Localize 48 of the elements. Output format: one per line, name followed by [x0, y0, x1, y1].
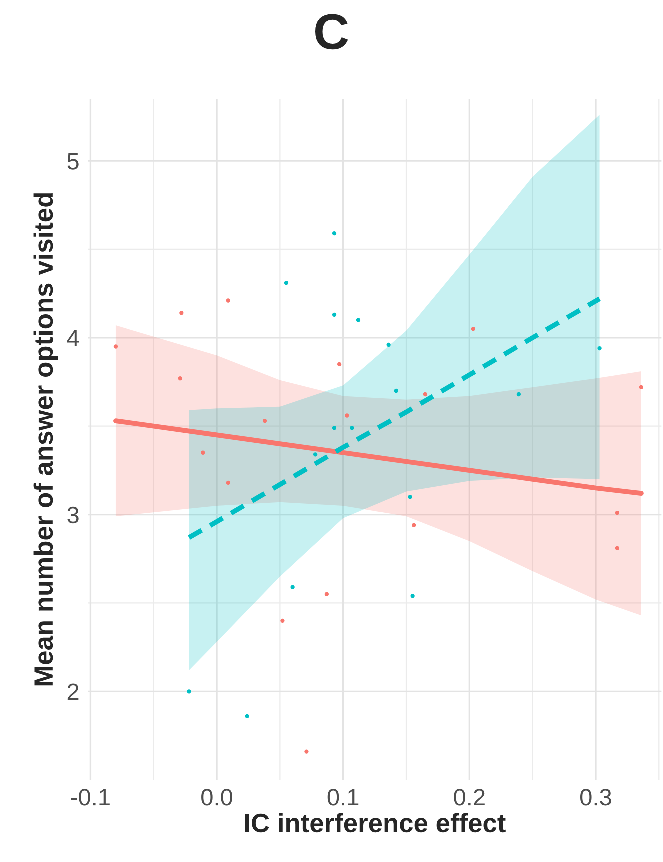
x-tick-label: 0.3 — [580, 789, 612, 806]
chart-title: C — [316, 14, 348, 50]
point — [332, 312, 337, 318]
point — [615, 510, 620, 516]
point — [516, 392, 522, 397]
point — [639, 385, 644, 390]
point — [284, 281, 289, 286]
point — [410, 594, 415, 598]
point — [423, 392, 428, 397]
y-axis-title: Mean number of answer options visited — [34, 194, 58, 686]
point — [180, 311, 184, 316]
y-tick-label: 3 — [68, 506, 79, 524]
point — [245, 714, 250, 719]
point — [471, 326, 476, 332]
point — [345, 414, 350, 418]
x-tick-label: -0.1 — [71, 789, 110, 806]
x-tick-label: 0.2 — [454, 789, 485, 806]
point — [226, 480, 230, 486]
y-tick-label: 4 — [67, 330, 80, 346]
point — [178, 376, 182, 381]
point — [114, 344, 118, 349]
point — [280, 618, 285, 624]
point — [304, 750, 309, 754]
point — [187, 690, 192, 694]
point — [324, 592, 330, 596]
point — [332, 426, 337, 430]
y-tick-label: 2 — [68, 684, 79, 700]
point — [201, 450, 206, 455]
point — [356, 318, 361, 322]
x-tick-label: 0.0 — [202, 789, 233, 806]
point — [350, 426, 354, 430]
point — [262, 418, 268, 424]
point — [226, 298, 230, 303]
x-axis-title: IC interference effect — [245, 813, 506, 833]
point — [615, 546, 620, 550]
line-series — [186, 296, 602, 540]
x-tick-label: 0.1 — [328, 789, 359, 806]
line-series — [114, 418, 644, 496]
point — [332, 231, 337, 236]
point — [598, 346, 602, 351]
point — [408, 495, 412, 500]
point — [394, 388, 398, 394]
point — [313, 452, 318, 457]
point — [412, 523, 416, 528]
point — [386, 342, 391, 348]
point — [290, 585, 295, 590]
y-tick-label: 5 — [68, 153, 79, 170]
point — [337, 362, 342, 367]
